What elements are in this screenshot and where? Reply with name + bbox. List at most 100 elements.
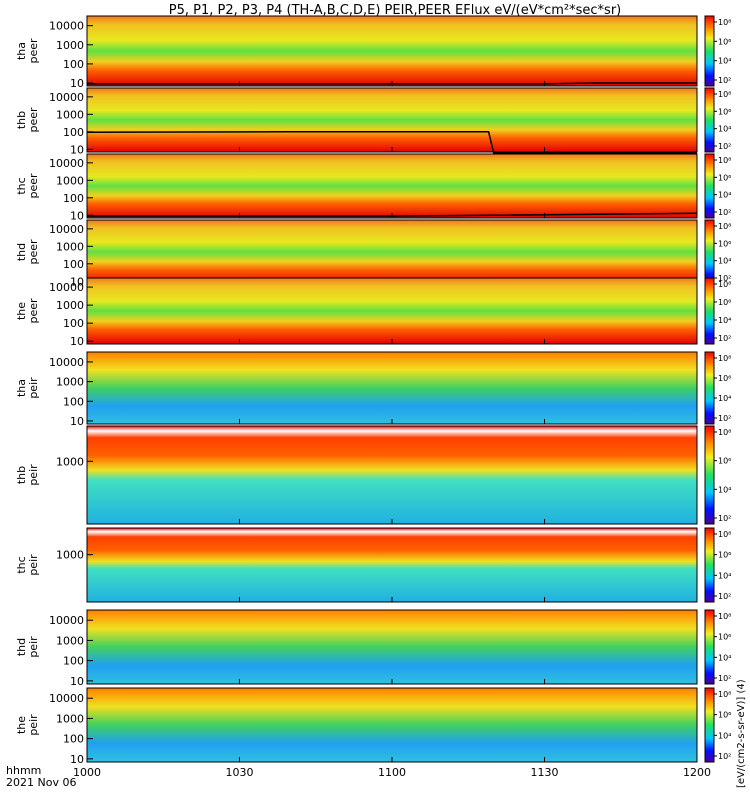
colorbar-tick-label: 10⁴ xyxy=(718,485,731,494)
panel-thd-peir: 10000 1000 100 10 thd peir 10⁸ 10⁶ 10⁴ 10² xyxy=(15,609,731,688)
colorbar-tick-label: 10⁶ xyxy=(718,711,731,720)
panel-the-peir: 10000 1000 100 10 the peir 10⁸ 10⁶ 10⁴ 10² xyxy=(15,687,731,766)
spectrogram-image xyxy=(87,426,697,524)
colorbar-tick-label: 10⁶ xyxy=(718,107,731,116)
y-axis-label-species: peer xyxy=(27,107,40,133)
panel-thb-peir: 1000 thb peir 10⁸ 10⁶ 10⁴ 10² xyxy=(15,425,731,525)
y-tick-label: 10000 xyxy=(49,91,84,104)
y-tick-label: 10000 xyxy=(49,614,84,627)
x-tick-label: 1200 xyxy=(683,766,711,779)
y-axis-label-probe: thc xyxy=(15,177,28,194)
colorbar-tick-label: 10⁸ xyxy=(718,612,731,621)
colorbar-label: [eV/(cm2-s-sr-eV)] (4) xyxy=(736,679,747,788)
colorbar-tick-label: 10⁸ xyxy=(718,222,731,231)
colorbar-tick-label: 10² xyxy=(718,674,731,683)
y-tick-label: 100 xyxy=(63,655,84,668)
y-tick-label: 100 xyxy=(63,126,84,139)
y-axis-label-probe: tha xyxy=(15,42,28,60)
y-tick-label: 10 xyxy=(70,77,84,90)
y-tick-label: 1000 xyxy=(56,712,84,725)
y-tick-label: 10 xyxy=(70,275,84,288)
colorbar-tick-label: 10⁴ xyxy=(718,394,731,403)
colorbar-tick-label: 10⁴ xyxy=(718,571,731,580)
y-tick-label: 100 xyxy=(63,317,84,330)
y-axis-label-species: peir xyxy=(27,714,40,736)
colorbar xyxy=(704,153,715,219)
colorbar xyxy=(704,351,715,425)
colorbar-tick-label: 10² xyxy=(718,76,731,85)
colorbar-tick-label: 10⁴ xyxy=(718,731,731,740)
y-tick-label: 100 xyxy=(63,395,84,408)
y-axis-label-probe: the xyxy=(15,302,28,320)
colorbar-tick-label: 10² xyxy=(718,274,731,283)
colorbar-tick-label: 10⁸ xyxy=(718,690,731,699)
y-tick-label: 10000 xyxy=(49,692,84,705)
y-axis-label-species: peer xyxy=(27,298,40,324)
x-axis-date: 2021 Nov 06 xyxy=(6,776,76,789)
y-tick-label: 10000 xyxy=(49,356,84,369)
spectrogram-image xyxy=(87,88,697,152)
colorbar-tick-label: 10⁸ xyxy=(718,90,731,99)
y-tick-label: 1000 xyxy=(56,376,84,389)
spectrogram-image xyxy=(87,688,697,762)
colorbar xyxy=(704,687,715,763)
colorbar-tick-label: 10⁶ xyxy=(718,633,731,642)
colorbar-tick-label: 10⁶ xyxy=(718,551,731,560)
colorbar-tick-label: 10⁴ xyxy=(718,316,731,325)
y-tick-label: 1000 xyxy=(56,549,84,562)
y-axis-label-species: peer xyxy=(27,38,40,64)
y-tick-label: 1000 xyxy=(56,634,84,647)
colorbar-tick-label: 10² xyxy=(718,592,731,601)
colorbar xyxy=(704,527,715,603)
y-tick-label: 1000 xyxy=(56,240,84,253)
y-tick-label: 1000 xyxy=(56,455,84,468)
y-tick-label: 1000 xyxy=(56,108,84,121)
colorbar xyxy=(704,87,715,153)
y-axis-label-probe: thd xyxy=(15,243,28,261)
panel-thc-peir: 1000 thc peir 10⁸ 10⁶ 10⁴ 10² xyxy=(15,527,731,603)
y-axis-label-species: peir xyxy=(27,636,40,658)
y-tick-label: 100 xyxy=(63,733,84,746)
colorbar-tick-label: 10⁴ xyxy=(718,57,731,66)
spectrogram-image xyxy=(87,610,697,684)
y-axis-label-species: peir xyxy=(27,554,40,576)
y-tick-label: 100 xyxy=(63,192,84,205)
x-tick-label: 1130 xyxy=(531,766,559,779)
colorbar xyxy=(704,277,715,345)
colorbar-tick-label: 10² xyxy=(718,752,731,761)
y-tick-label: 10 xyxy=(70,209,84,222)
y-tick-label: 1000 xyxy=(56,299,84,312)
colorbar xyxy=(704,609,715,685)
y-tick-label: 10 xyxy=(70,335,84,348)
y-axis-label-species: peir xyxy=(27,464,40,486)
y-tick-label: 10000 xyxy=(49,20,84,33)
spectrogram-image xyxy=(87,528,697,602)
colorbar xyxy=(704,425,715,525)
y-tick-label: 1000 xyxy=(56,39,84,52)
y-axis-label-species: peer xyxy=(27,173,40,199)
colorbar-tick-label: 10⁸ xyxy=(718,354,731,363)
colorbar-tick-label: 10⁶ xyxy=(718,374,731,383)
x-tick-label: 1000 xyxy=(73,766,101,779)
panel-tha-peir: 10000 1000 100 10 tha peir 10⁸ 10⁶ 10⁴ 10² xyxy=(15,351,731,428)
colorbar-tick-label: 10⁶ xyxy=(718,173,731,182)
panel-thc-peer: 10000 1000 100 10 thc peer 10⁸ 10⁶ 10⁴ 10² xyxy=(15,153,731,222)
y-tick-label: 100 xyxy=(63,58,84,71)
y-axis-label-probe: thb xyxy=(15,111,28,129)
y-axis-label-probe: tha xyxy=(15,379,28,397)
colorbar-tick-label: 10⁸ xyxy=(718,18,731,27)
y-tick-label: 10 xyxy=(70,143,84,156)
y-tick-label: 100 xyxy=(63,258,84,271)
x-axis-label: hhmm xyxy=(6,764,41,777)
y-tick-label: 10 xyxy=(70,753,84,766)
x-tick-label: 1100 xyxy=(378,766,406,779)
y-axis-label-probe: thc xyxy=(15,556,28,573)
y-axis-label-probe: thb xyxy=(15,466,28,484)
spectrogram-image xyxy=(87,220,697,284)
colorbar-tick-label: 10⁶ xyxy=(718,457,731,466)
spectrogram-image xyxy=(87,278,697,344)
spectrogram-image xyxy=(87,16,697,86)
colorbar-tick-label: 10² xyxy=(718,334,731,343)
